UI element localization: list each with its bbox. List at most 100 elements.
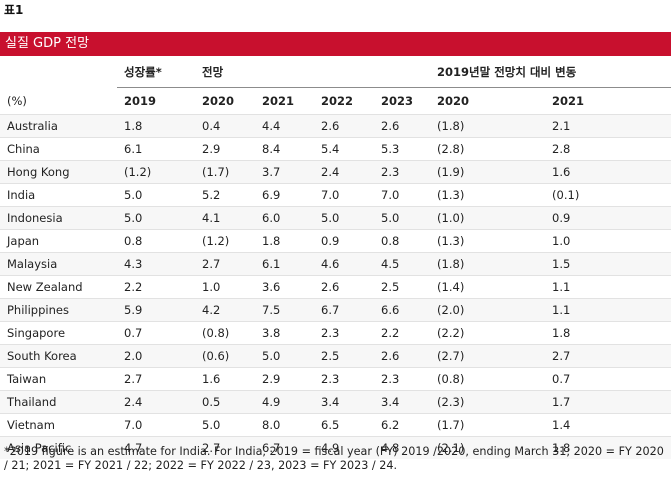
country-name-cell: Hong Kong xyxy=(0,160,117,184)
group-header-empty xyxy=(0,57,117,88)
value-cell: 2.3 xyxy=(374,160,431,184)
value-cell: (2.7) xyxy=(430,344,546,368)
value-cell: 3.8 xyxy=(255,321,314,345)
value-cell: (1.8) xyxy=(430,252,546,276)
value-cell: 6.7 xyxy=(314,298,374,322)
value-cell: 6.0 xyxy=(255,206,314,230)
value-cell: 1.1 xyxy=(545,275,671,299)
value-cell: (2.0) xyxy=(430,298,546,322)
value-cell: 2.5 xyxy=(374,275,431,299)
value-cell: 2.9 xyxy=(255,367,314,391)
value-cell: 1.4 xyxy=(545,413,671,437)
table-row: Taiwan 2.7 1.6 2.9 2.3 2.3 (0.8) 0.7 xyxy=(0,367,671,391)
table-row: India 5.0 5.2 6.9 7.0 7.0 (1.3) (0.1) xyxy=(0,183,671,207)
value-cell: 2.7 xyxy=(195,252,255,276)
country-name-cell: Singapore xyxy=(0,321,117,345)
value-cell: 2.9 xyxy=(195,137,255,161)
value-cell: (1.7) xyxy=(430,413,546,437)
value-cell: 8.4 xyxy=(255,137,314,161)
table-row: Asia Pacific 4.7 2.7 6.7 4.9 4.8 (2.1) 1.8 xyxy=(0,436,671,459)
value-cell: 8.0 xyxy=(255,413,314,437)
value-cell: (0.8) xyxy=(430,367,546,391)
country-name-cell: Philippines xyxy=(0,298,117,322)
value-cell: 0.9 xyxy=(314,229,374,253)
table-row: Philippines 5.9 4.2 7.5 6.7 6.6 (2.0) 1.1 xyxy=(0,298,671,322)
table-row: South Korea 2.0 (0.6) 5.0 2.5 2.6 (2.7) 2.7 xyxy=(0,344,671,368)
group-header-forecast: 전망 xyxy=(195,57,431,88)
value-cell: 7.0 xyxy=(374,183,431,207)
country-name-cell: Australia xyxy=(0,114,117,138)
value-cell: (2.8) xyxy=(430,137,546,161)
column-header-year: 2020 xyxy=(202,94,235,108)
value-cell: 0.7 xyxy=(545,367,671,391)
value-cell: (2.1) xyxy=(430,436,546,459)
value-cell: 2.0 xyxy=(117,344,195,368)
value-cell: 0.7 xyxy=(117,321,195,345)
value-cell: (1.3) xyxy=(430,183,546,207)
value-cell: 2.6 xyxy=(374,114,431,138)
value-cell: 6.1 xyxy=(117,137,195,161)
column-header-year: 2020 xyxy=(437,94,470,108)
value-cell: (0.8) xyxy=(195,321,255,345)
value-cell: 6.1 xyxy=(255,252,314,276)
table-row: Australia 1.8 0.4 4.4 2.6 2.6 (1.8) 2.1 xyxy=(0,114,671,138)
group-header-row: 성장률* 전망 2019년말 전망치 대비 변동 xyxy=(0,57,671,88)
group-header-growth: 성장률* xyxy=(117,57,195,88)
value-cell: 5.0 xyxy=(195,413,255,437)
value-cell: (1.2) xyxy=(117,160,195,184)
table-title: 실질 GDP 전망 xyxy=(5,36,90,51)
value-cell: (1.8) xyxy=(430,114,546,138)
value-cell: 4.4 xyxy=(255,114,314,138)
value-cell: 2.4 xyxy=(314,160,374,184)
footnote: *2019 figure is an estimate for India. F… xyxy=(4,445,664,472)
table-row: Hong Kong (1.2) (1.7) 3.7 2.4 2.3 (1.9) 1.6 xyxy=(0,160,671,184)
group-header-change: 2019년말 전망치 대비 변동 xyxy=(430,57,671,88)
value-cell: 4.5 xyxy=(374,252,431,276)
value-cell: 1.8 xyxy=(545,436,671,459)
value-cell: 6.2 xyxy=(374,413,431,437)
value-cell: 6.7 xyxy=(255,436,314,459)
value-cell: 6.6 xyxy=(374,298,431,322)
value-cell: 7.0 xyxy=(314,183,374,207)
column-header-year: 2021 xyxy=(262,94,295,108)
value-cell: 4.9 xyxy=(314,436,374,459)
table-row: Malaysia 4.3 2.7 6.1 4.6 4.5 (1.8) 1.5 xyxy=(0,252,671,276)
value-cell: 4.1 xyxy=(195,206,255,230)
value-cell: 2.2 xyxy=(374,321,431,345)
column-header-year: 2021 xyxy=(552,94,585,108)
value-cell: 3.4 xyxy=(374,390,431,414)
value-cell: 4.2 xyxy=(195,298,255,322)
value-cell: 2.4 xyxy=(117,390,195,414)
value-cell: (1.4) xyxy=(430,275,546,299)
value-cell: 2.7 xyxy=(117,367,195,391)
value-cell: 5.0 xyxy=(255,344,314,368)
table-title-banner: 실질 GDP 전망 xyxy=(0,32,671,56)
value-cell: 2.5 xyxy=(314,344,374,368)
country-name-cell: Malaysia xyxy=(0,252,117,276)
value-cell: (1.3) xyxy=(430,229,546,253)
value-cell: 2.2 xyxy=(117,275,195,299)
value-cell: 5.0 xyxy=(314,206,374,230)
value-cell: 6.5 xyxy=(314,413,374,437)
value-cell: 5.0 xyxy=(117,206,195,230)
value-cell: 2.3 xyxy=(314,321,374,345)
value-cell: 2.7 xyxy=(195,436,255,459)
value-cell: 2.6 xyxy=(314,114,374,138)
value-cell: 0.8 xyxy=(374,229,431,253)
table-row: New Zealand 2.2 1.0 3.6 2.6 2.5 (1.4) 1.1 xyxy=(0,275,671,299)
country-name-cell: Japan xyxy=(0,229,117,253)
value-cell: (1.9) xyxy=(430,160,546,184)
value-cell: 3.6 xyxy=(255,275,314,299)
value-cell: 1.8 xyxy=(255,229,314,253)
value-cell: (2.2) xyxy=(430,321,546,345)
value-cell: (0.6) xyxy=(195,344,255,368)
column-header-year: 2022 xyxy=(321,94,354,108)
value-cell: 4.6 xyxy=(314,252,374,276)
value-cell: (0.1) xyxy=(545,183,671,207)
value-cell: 1.7 xyxy=(545,390,671,414)
value-cell: 5.2 xyxy=(195,183,255,207)
value-cell: 2.8 xyxy=(545,137,671,161)
country-name-cell: New Zealand xyxy=(0,275,117,299)
value-cell: 4.8 xyxy=(374,436,431,459)
value-cell: 1.5 xyxy=(545,252,671,276)
